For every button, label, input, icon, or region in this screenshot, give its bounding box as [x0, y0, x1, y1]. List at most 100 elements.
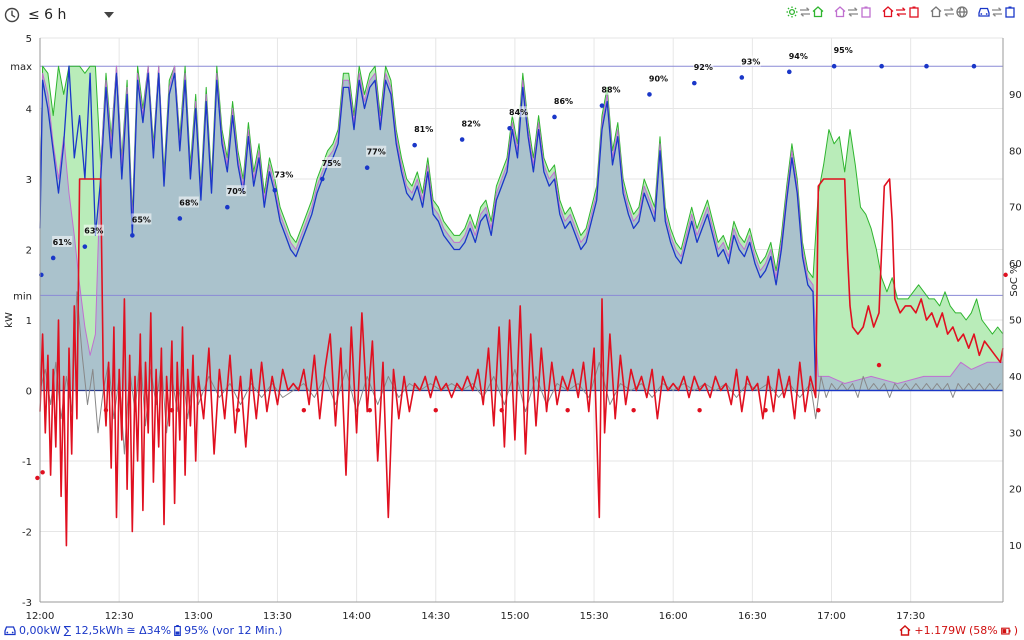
y2-tick-label: 60 [1009, 259, 1022, 270]
soc-label: 63% [84, 227, 103, 236]
y-tick-label: 1 [26, 316, 32, 327]
soc-label: 94% [789, 52, 808, 61]
house-icon [834, 6, 846, 18]
soc-label-bg [833, 44, 854, 56]
caret-down-icon[interactable] [104, 12, 115, 18]
legend-home-battery[interactable] [834, 6, 872, 18]
car-icon [978, 7, 990, 17]
soc-label: 81% [414, 125, 433, 134]
house-icon [812, 6, 824, 18]
soc-point [459, 137, 465, 142]
clock-icon [4, 7, 20, 23]
legend-home-battery-grid[interactable] [882, 6, 920, 18]
soc-label-bg [366, 145, 387, 157]
x-tick-label: 14:30 [421, 611, 450, 622]
soc-point [177, 216, 183, 221]
soc-point [786, 69, 792, 75]
soc-point [225, 204, 230, 210]
top-bar: ≤ 6 h [0, 0, 1024, 30]
legend-solar-to-home[interactable] [786, 6, 824, 18]
legend-home-grid[interactable] [930, 6, 968, 18]
car-power: 0,00kW [19, 624, 61, 637]
soc-label-bg [740, 55, 761, 67]
home-soc-point [565, 408, 570, 413]
soc-point [320, 176, 325, 182]
legend [786, 6, 1016, 18]
home-soc-point [763, 408, 768, 413]
soc-point [924, 63, 929, 69]
y-tick-label: -3 [22, 598, 32, 609]
y2-tick-label: 40 [1009, 372, 1022, 383]
series-car-line [39, 65, 1003, 392]
x-tick-label: 15:30 [580, 611, 609, 622]
x-tick-label: 16:00 [659, 611, 688, 622]
soc-label: 82% [462, 120, 481, 129]
soc-label: 77% [367, 148, 386, 157]
soc-label: 65% [132, 215, 151, 224]
car-soc: 95% (vor 12 Min.) [184, 624, 283, 637]
home-soc-point [40, 470, 45, 475]
home-soc-point [301, 408, 307, 413]
sun-icon [786, 6, 798, 18]
battery-icon [174, 625, 181, 636]
soc-label: 61% [53, 238, 72, 247]
soc-label-bg [321, 157, 342, 168]
soc-label-bg [273, 168, 294, 180]
home-status: +1.179W (58% ) [899, 624, 1018, 637]
energy-chart: max min 61% 63% 65% 68% 70% 73% 75% 77% 81% 82% 84% 8… [4, 34, 1022, 622]
soc-label-bg [693, 61, 714, 73]
soc-label: 73% [274, 170, 293, 179]
x-tick-label: 16:30 [738, 611, 767, 622]
y2-tick-label: 10 [1009, 541, 1022, 552]
battery-icon [1005, 6, 1015, 18]
soc-label: 90% [649, 74, 668, 83]
soc-point [364, 165, 370, 171]
legend-car-battery[interactable] [978, 6, 1016, 18]
x-tick-label: 12:30 [105, 611, 134, 622]
home-soc-point [35, 475, 40, 481]
soc-point [82, 244, 88, 249]
soc-point [692, 80, 697, 86]
y2-tick-label: 50 [1009, 316, 1022, 327]
soc-label-bg [508, 106, 529, 118]
soc-point [272, 187, 278, 193]
y2-axis-label: SoC % [1009, 264, 1020, 296]
home-soc-point [1003, 272, 1008, 278]
arrows-icon [848, 7, 858, 17]
ref-label-min: min [13, 291, 32, 302]
home-soc-point [235, 408, 241, 413]
soc-point [879, 63, 884, 69]
home-soc-point [876, 362, 882, 368]
home-soc-close: ) [1013, 624, 1018, 637]
soc-point [507, 125, 512, 131]
soc-point [50, 255, 56, 261]
arrows-icon [800, 7, 810, 17]
ref-label-max: max [10, 62, 32, 73]
home-soc-point [367, 408, 372, 413]
y-tick-label: 4 [26, 105, 32, 116]
car-icon [4, 626, 16, 636]
globe-icon [956, 6, 968, 18]
soc-label: 86% [554, 97, 573, 106]
car-energy: ∑ 12,5kWh [63, 624, 124, 637]
home-power: +1.179W [914, 624, 966, 637]
arrows-icon [944, 7, 954, 17]
y2-tick-label: 30 [1009, 428, 1022, 439]
soc-label-bg [461, 117, 482, 129]
x-tick-label: 15:00 [500, 611, 529, 622]
y2-tick-label: 90 [1009, 90, 1022, 101]
soc-point [831, 63, 837, 69]
soc-point [552, 114, 557, 120]
time-range-selector[interactable]: ≤ 6 h [4, 4, 115, 26]
soc-label-bg [413, 123, 434, 135]
soc-point [647, 92, 652, 97]
battery-icon [1000, 627, 1011, 635]
home-soc-point [433, 408, 438, 413]
home-soc-point [103, 408, 109, 413]
soc-label: 68% [179, 198, 198, 207]
home-soc-point [697, 408, 702, 413]
soc-point [412, 142, 417, 148]
soc-label: 88% [601, 86, 620, 95]
y-tick-label: 3 [26, 175, 32, 186]
soc-point [971, 63, 977, 69]
